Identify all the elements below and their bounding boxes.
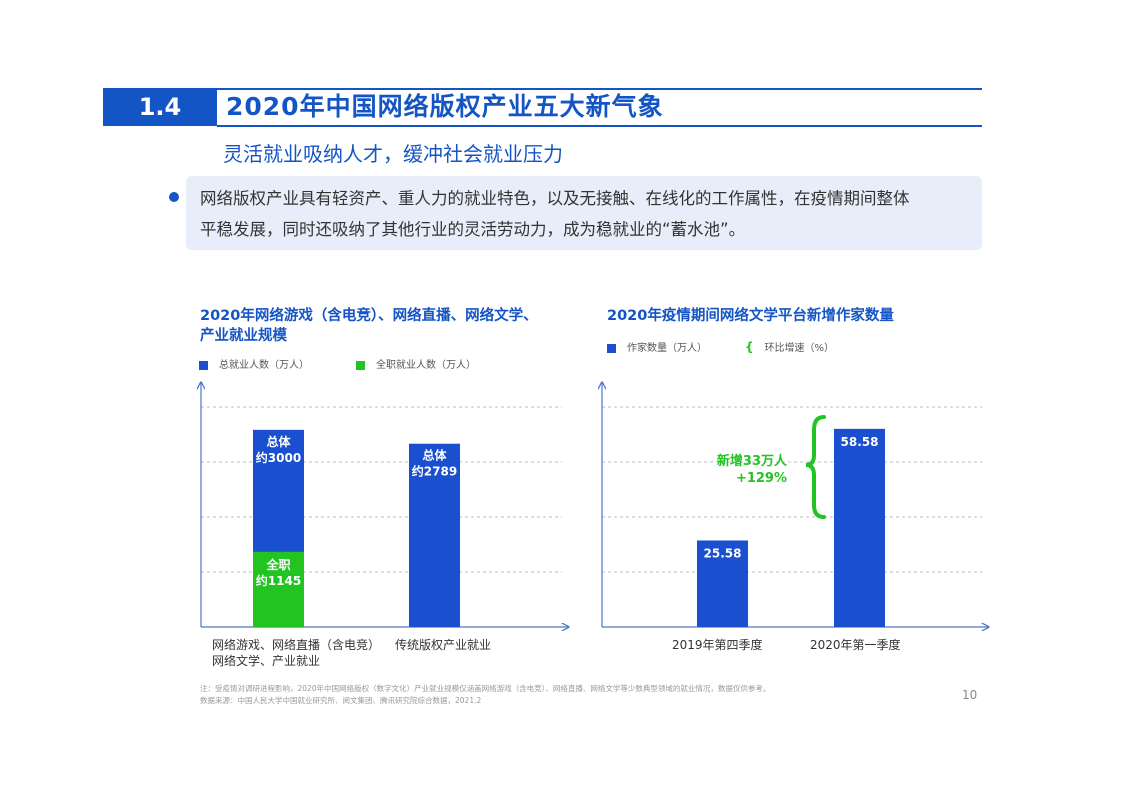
growth-annotation-line1: 新增33万人 [717, 453, 788, 469]
legend-brace-icon: { [745, 340, 754, 354]
page-title: 2020年中国网络版权产业五大新气象 [226, 92, 664, 121]
chart2-bar-value-label: 58.58 [841, 435, 879, 449]
chart1-legend-fulltime-label: 全职就业人数（万人） [376, 360, 476, 371]
header-rule-top [217, 88, 982, 90]
legend-swatch-blue [607, 343, 616, 353]
chart2-title: 2020年疫情期间网络文学平台新增作家数量 [607, 308, 894, 324]
chart2-bar [697, 540, 748, 627]
chart1-bar-label: 约3000 [256, 450, 301, 465]
legend-swatch-blue [199, 360, 208, 370]
chart1-legend-fulltime: 全职就业人数（万人） [356, 356, 476, 371]
chart2-legend-growth: { 环比增速（%） [745, 339, 834, 354]
chart2-legend-count-label: 作家数量（万人） [627, 343, 707, 354]
chart2-xtick-b: 2020年第一季度 [810, 638, 901, 652]
footnote-source: 数据来源：中国人民大学中国就业研究所、阅文集团、腾讯研究院综合数据，2021.2 [200, 696, 482, 705]
chart1-xtick-b: 传统版权产业就业 [395, 638, 492, 652]
footnote-note: 注：受疫情对调研进程影响，2020年中国网络版权（数字文化）产业就业规模仅涵盖网… [200, 684, 771, 693]
chart1-title-line2: 产业就业规模 [200, 328, 287, 344]
chart2-plot: 新增33万人 +129% 25.58 58.58 [602, 383, 988, 627]
chart1-bar-fulltime [253, 551, 304, 627]
legend-swatch-green [356, 360, 365, 370]
chart2-legend-count: 作家数量（万人） [607, 339, 707, 354]
chart1-xtick-a-line1: 网络游戏、网络直播（含电竞） [212, 638, 381, 652]
bullet-line-2: 平稳发展，同时还吸纳了其他行业的灵活劳动力，成为稳就业的“蓄水池”。 [200, 220, 746, 239]
chart1-bar-label: 全职 [265, 557, 290, 572]
chart1-xtick-a: 网络游戏、网络直播（含电竞） 网络文学、产业就业 [212, 637, 380, 669]
growth-annotation-line2: +129% [736, 471, 787, 486]
chart2-xtick-a: 2019年第四季度 [672, 638, 763, 652]
chart2-bar [834, 428, 885, 627]
chart2-bar-value-label: 25.58 [704, 546, 742, 560]
chart1-bar-label: 总体 [422, 448, 447, 463]
chart1-legend-total-label: 总就业人数（万人） [219, 360, 309, 371]
chart1-bar-label: 总体 [266, 434, 291, 449]
page-number: 10 [962, 688, 978, 702]
chart1-bar-label: 约2789 [412, 464, 457, 479]
chart2-legend-growth-label: 环比增速（%） [764, 343, 835, 354]
bullet-panel [186, 176, 982, 250]
chart1-bar-total [409, 443, 460, 627]
bullet-text: 网络版权产业具有轻资产、重人力的就业特色，以及无接触、在线化的工作属性，在疫情期… [200, 183, 978, 245]
chart1-bar-label: 约1145 [256, 573, 301, 588]
chart1-legend-total: 总就业人数（万人） [199, 356, 309, 371]
header-rule-bottom [217, 125, 982, 127]
page-subtitle: 灵活就业吸纳人才，缓冲社会就业压力 [223, 142, 563, 166]
footnote: 注：受疫情对调研进程影响，2020年中国网络版权（数字文化）产业就业规模仅涵盖网… [200, 683, 770, 707]
chart1-xtick-a-line2: 网络文学、产业就业 [212, 654, 321, 668]
growth-brace-icon [805, 415, 826, 519]
chart1-title-line1: 2020年网络游戏（含电竞）、网络直播、网络文学、 [200, 308, 538, 324]
bullet-dot-icon [169, 192, 179, 202]
bullet-line-1: 网络版权产业具有轻资产、重人力的就业特色，以及无接触、在线化的工作属性，在疫情期… [200, 189, 910, 208]
chart1-title: 2020年网络游戏（含电竞）、网络直播、网络文学、 产业就业规模 [200, 306, 538, 346]
section-number: 1.4 [103, 88, 217, 126]
